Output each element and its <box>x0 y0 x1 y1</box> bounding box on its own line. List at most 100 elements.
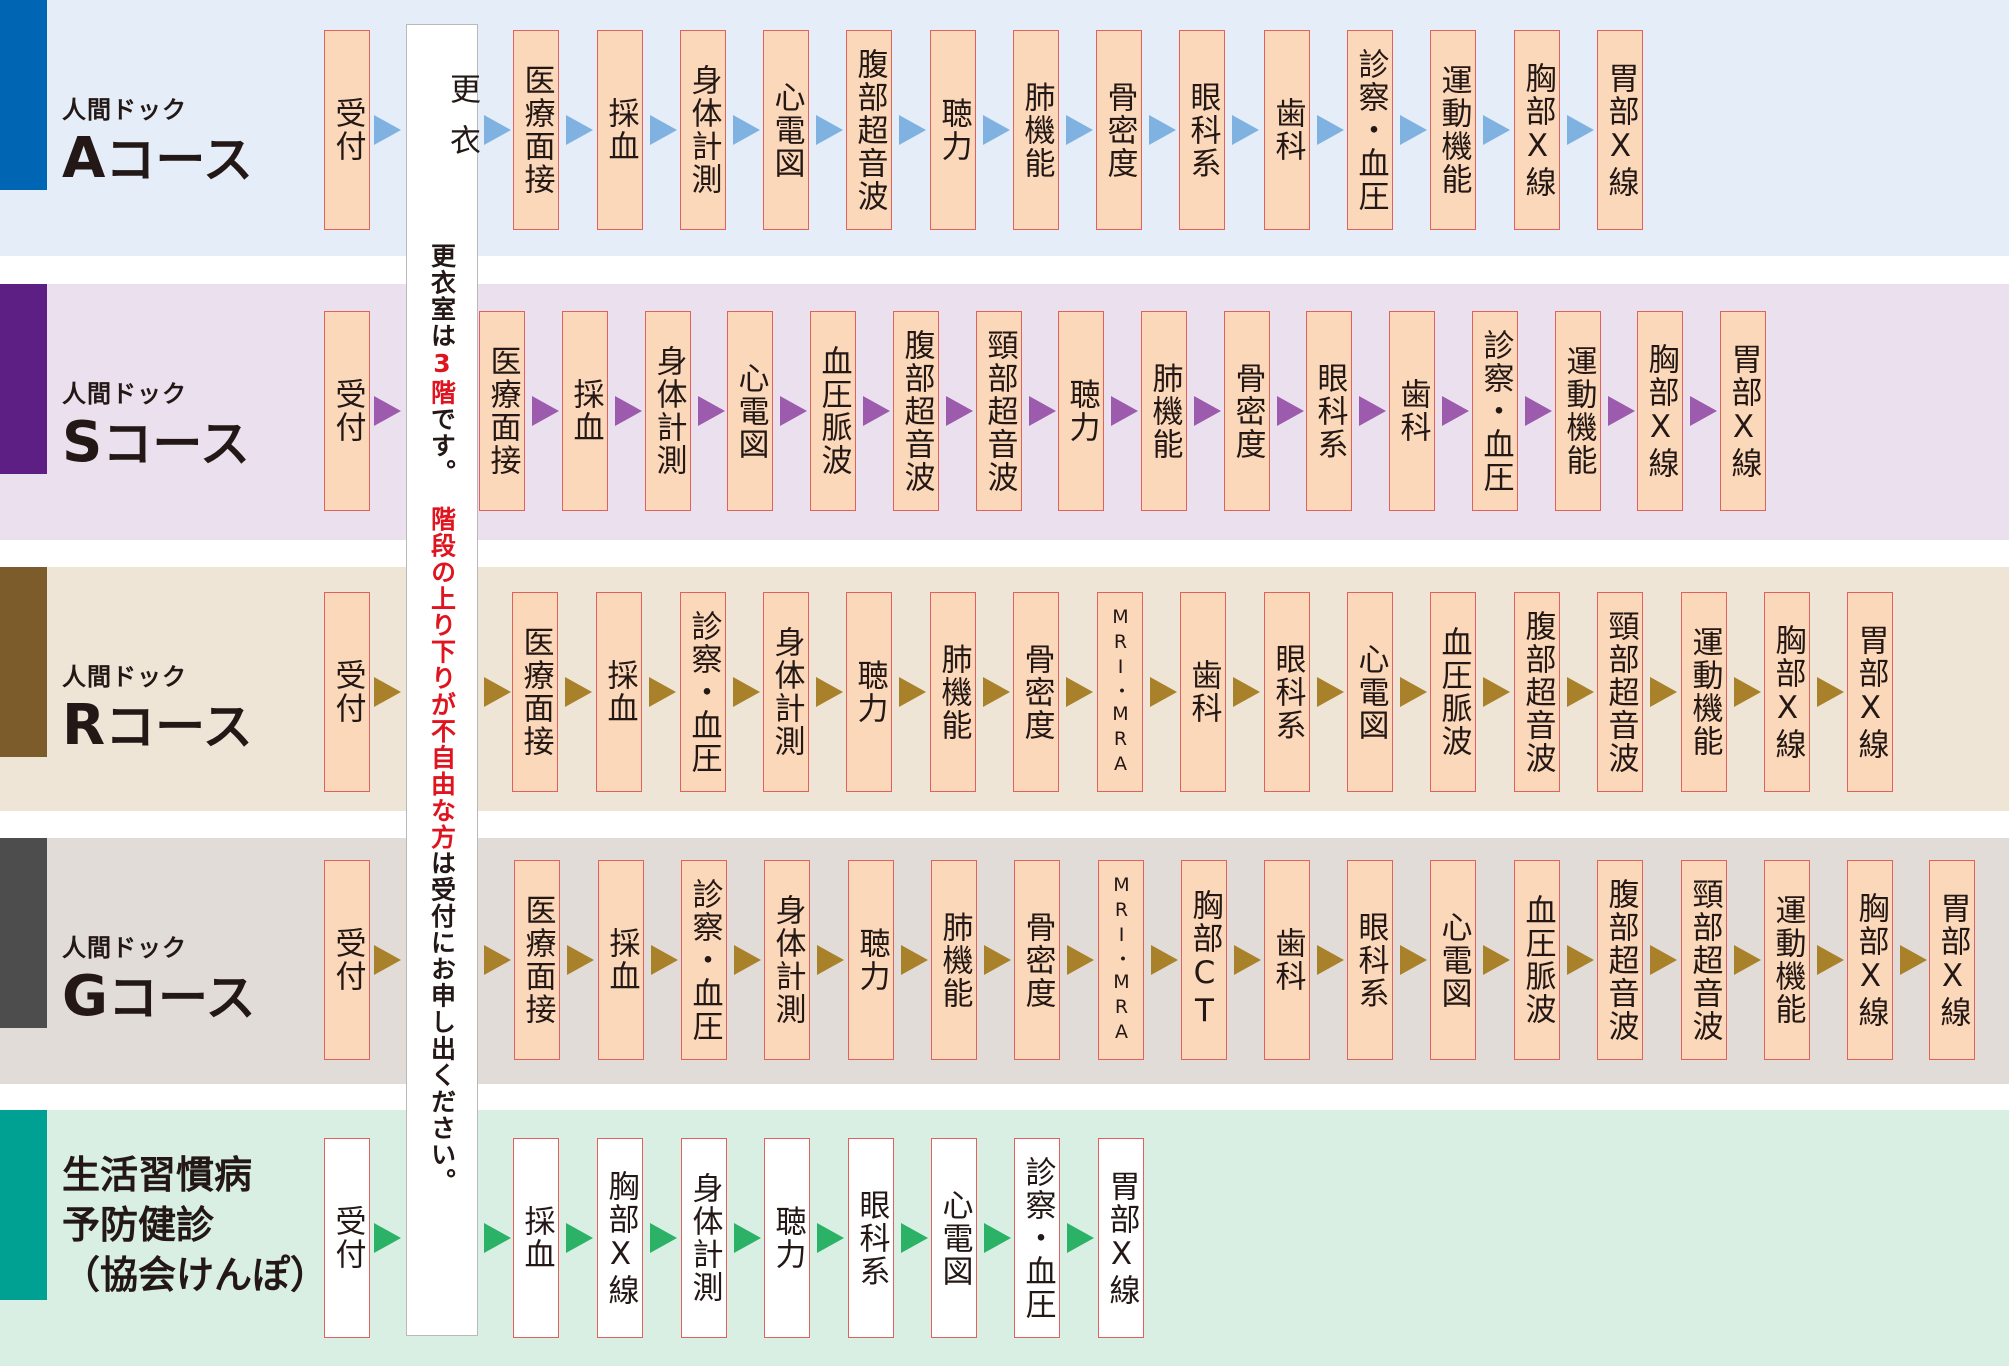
step-label: 骨密度 <box>1101 80 1138 180</box>
step-label: 受付 <box>329 927 366 993</box>
step-box: MRI・MRA <box>1098 860 1144 1060</box>
step-label: 身体計測 <box>685 64 722 196</box>
flow-arrow <box>565 677 592 707</box>
step-label: 心電図 <box>1352 642 1389 742</box>
step-box: 歯科 <box>1180 592 1226 792</box>
flow-arrow <box>1111 396 1138 426</box>
step-label: 診察・血圧 <box>685 609 722 775</box>
step-box: 骨密度 <box>1013 592 1059 792</box>
step-label: 眼科系 <box>1269 642 1306 742</box>
note-text-1: 更衣室は <box>427 243 457 349</box>
step-label: 骨密度 <box>1019 910 1056 1010</box>
step-label: 胸部X線 <box>1769 623 1806 761</box>
step-box: 歯科 <box>1264 860 1310 1060</box>
flow-arrow <box>567 945 594 975</box>
step-box: 胃部X線 <box>1847 592 1893 792</box>
note-text-2: です。 <box>427 406 457 486</box>
step-box: 胸部X線 <box>1847 860 1893 1060</box>
course-label: 人間ドック Gコース <box>62 928 322 1025</box>
step-box: 胸部CT <box>1181 860 1227 1060</box>
step-label: 身体計測 <box>769 894 806 1026</box>
flow-arrow <box>1400 677 1427 707</box>
step-box: 骨密度 <box>1224 311 1270 511</box>
step-box: 診察・血圧 <box>1014 1138 1060 1338</box>
step-label: 腹部超音波 <box>1519 609 1556 775</box>
step-label: 歯科 <box>1185 659 1222 725</box>
step-box: 採血 <box>596 592 642 792</box>
step-box: 採血 <box>562 311 608 511</box>
step-box: 受付 <box>324 311 370 511</box>
flow-arrow <box>374 115 401 145</box>
step-label: 歯科 <box>1269 927 1306 993</box>
step-box: 胃部X線 <box>1929 860 1975 1060</box>
step-box: 血圧脈波 <box>1430 592 1476 792</box>
flow-arrow <box>863 396 890 426</box>
step-box: 腹部超音波 <box>1597 860 1643 1060</box>
flow-arrow <box>1567 115 1594 145</box>
step-label: 胃部X線 <box>1103 1169 1140 1307</box>
flow-arrow <box>1817 945 1844 975</box>
step-box: 医療面接 <box>479 311 525 511</box>
step-box: 聴力 <box>846 592 892 792</box>
step-box: 採血 <box>598 860 644 1060</box>
step-label: 心電図 <box>936 1188 973 1288</box>
step-box: 眼科系 <box>848 1138 894 1338</box>
flow-arrow <box>1317 677 1344 707</box>
step-label: 診察・血圧 <box>1352 47 1389 213</box>
step-box: 胸部X線 <box>1764 592 1810 792</box>
flow-arrow <box>1567 945 1594 975</box>
flow-arrow <box>1234 945 1261 975</box>
step-box: 血圧脈波 <box>1514 860 1560 1060</box>
step-label: 受付 <box>329 378 366 444</box>
step-label: 頸部超音波 <box>981 328 1018 494</box>
flow-arrow <box>650 1223 677 1253</box>
step-label: 頸部超音波 <box>1602 609 1639 775</box>
step-box: 聴力 <box>1058 311 1104 511</box>
step-label: 運動機能 <box>1435 64 1472 196</box>
flow-arrow <box>1734 945 1761 975</box>
flow-arrow <box>566 1223 593 1253</box>
flow-arrow <box>984 1223 1011 1253</box>
course-label-name: Gコース <box>62 969 322 1025</box>
course-label: 人間ドック Sコース <box>62 374 322 471</box>
step-label: 胃部X線 <box>1852 623 1889 761</box>
course-label-sub: 人間ドック <box>62 380 187 408</box>
step-box: 肺機能 <box>1013 30 1059 230</box>
step-label: 心電図 <box>768 80 805 180</box>
step-label: 医療面接 <box>519 894 556 1026</box>
step-box: 肺機能 <box>1141 311 1187 511</box>
step-label: 血圧脈波 <box>1435 626 1472 758</box>
step-label: 肺機能 <box>1018 80 1055 180</box>
step-label: 採血 <box>603 927 640 993</box>
flow-arrow <box>899 115 926 145</box>
flow-arrow <box>1567 677 1594 707</box>
step-label: 胸部X線 <box>1852 891 1889 1029</box>
flow-arrow <box>1650 677 1677 707</box>
step-label: 肺機能 <box>1146 361 1183 461</box>
step-box: 眼科系 <box>1264 592 1310 792</box>
step-label: 受付 <box>329 97 366 163</box>
step-box: 受付 <box>324 860 370 1060</box>
step-label: 聴力 <box>1063 378 1100 444</box>
step-label: 身体計測 <box>650 345 687 477</box>
flow-arrow <box>946 396 973 426</box>
flow-arrow <box>374 677 401 707</box>
step-box: 骨密度 <box>1096 30 1142 230</box>
step-label: 聴力 <box>853 927 890 993</box>
course-label-sub: 人間ドック <box>62 663 187 691</box>
step-label: 血圧脈波 <box>1519 894 1556 1026</box>
flow-arrow <box>733 115 760 145</box>
course-label-name: Rコース <box>62 698 322 754</box>
flow-arrow <box>816 677 843 707</box>
note-stairs: 階段の上り下りが不自由な方 <box>427 505 457 851</box>
step-box: 診察・血圧 <box>681 860 727 1060</box>
step-label: 肺機能 <box>936 910 973 1010</box>
step-label: 医療面接 <box>517 626 554 758</box>
step-label: 採血 <box>518 1205 555 1271</box>
flow-arrow <box>1194 396 1221 426</box>
flow-arrow <box>650 115 677 145</box>
step-box: 運動機能 <box>1681 592 1727 792</box>
step-label: 胸部X線 <box>1642 342 1679 480</box>
step-label: 運動機能 <box>1686 626 1723 758</box>
step-box: MRI・MRA <box>1097 592 1143 792</box>
